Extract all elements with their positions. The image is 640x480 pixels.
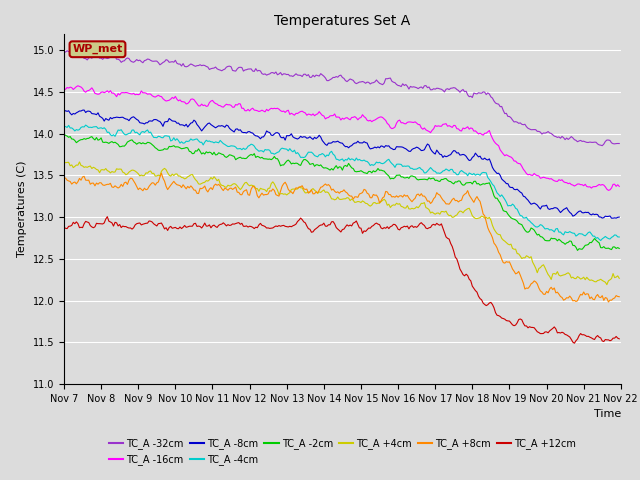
TC_A +8cm (60, 176, 68, 181)
TC_A -2cm (616, 246, 623, 252)
TC_A -16cm (74, 83, 82, 89)
TC_A -2cm (253, 154, 261, 159)
Line: TC_A +8cm: TC_A +8cm (64, 173, 620, 302)
TC_A -8cm (130, 114, 138, 120)
TC_A -4cm (255, 148, 263, 154)
TC_A +4cm (128, 167, 136, 173)
TC_A +8cm (305, 190, 312, 196)
Line: TC_A -2cm: TC_A -2cm (64, 134, 620, 251)
Legend: TC_A -32cm, TC_A -16cm, TC_A -8cm, TC_A -4cm, TC_A -2cm, TC_A +4cm, TC_A +8cm, T: TC_A -32cm, TC_A -16cm, TC_A -8cm, TC_A … (105, 434, 580, 469)
TC_A -32cm (616, 141, 623, 146)
TC_A -16cm (255, 108, 263, 114)
TC_A -8cm (616, 214, 623, 220)
TC_A -4cm (82, 122, 90, 128)
TC_A -4cm (597, 238, 605, 243)
TC_A -2cm (226, 152, 234, 157)
TC_A +8cm (255, 195, 263, 201)
TC_A +8cm (616, 294, 623, 300)
TC_A -2cm (60, 132, 68, 137)
TC_A +4cm (226, 183, 234, 189)
TC_A +4cm (60, 159, 68, 165)
TC_A -4cm (246, 143, 253, 148)
Y-axis label: Temperatures (C): Temperatures (C) (17, 160, 27, 257)
Line: TC_A +12cm: TC_A +12cm (64, 216, 620, 343)
TC_A +12cm (246, 223, 253, 229)
TC_A +4cm (603, 282, 611, 288)
TC_A +12cm (305, 226, 312, 231)
TC_A +12cm (130, 225, 138, 230)
TC_A +12cm (255, 222, 263, 228)
TC_A -4cm (305, 149, 312, 155)
TC_A +12cm (227, 222, 235, 228)
TC_A +4cm (616, 276, 623, 281)
TC_A -8cm (586, 211, 594, 217)
TC_A -2cm (303, 157, 310, 163)
TC_A -16cm (130, 90, 138, 96)
TC_A +8cm (157, 170, 165, 176)
TC_A -16cm (305, 111, 312, 117)
TC_A -2cm (586, 240, 594, 245)
Line: TC_A -4cm: TC_A -4cm (64, 125, 620, 240)
TC_A -32cm (63, 48, 71, 54)
TC_A +4cm (584, 276, 592, 282)
TC_A +12cm (571, 340, 579, 346)
TC_A -16cm (227, 102, 235, 108)
TC_A +8cm (605, 299, 612, 305)
TC_A +4cm (303, 190, 310, 195)
TC_A -4cm (60, 123, 68, 129)
TC_A -4cm (586, 229, 594, 235)
Line: TC_A -16cm: TC_A -16cm (64, 86, 620, 191)
TC_A -32cm (586, 139, 594, 145)
TC_A -32cm (130, 60, 138, 65)
TC_A -2cm (244, 154, 252, 159)
TC_A -2cm (128, 137, 136, 143)
TC_A -16cm (60, 87, 68, 93)
TC_A -4cm (227, 143, 235, 149)
TC_A +12cm (104, 214, 111, 219)
TC_A -16cm (616, 183, 623, 189)
TC_A -8cm (60, 109, 68, 115)
Text: Time: Time (593, 408, 621, 419)
TC_A +8cm (227, 185, 235, 191)
TC_A +12cm (588, 335, 595, 341)
TC_A -4cm (616, 234, 623, 240)
TC_A -8cm (608, 216, 616, 221)
TC_A -32cm (305, 72, 312, 77)
TC_A -8cm (80, 107, 88, 113)
TC_A -32cm (227, 64, 235, 70)
TC_A -16cm (586, 184, 594, 190)
TC_A -8cm (305, 135, 312, 141)
TC_A -32cm (246, 66, 253, 72)
TC_A +8cm (246, 192, 253, 198)
TC_A +4cm (244, 182, 252, 188)
Line: TC_A -8cm: TC_A -8cm (64, 110, 620, 218)
TC_A -32cm (60, 49, 68, 55)
TC_A -8cm (246, 129, 253, 134)
TC_A -16cm (605, 188, 612, 193)
TC_A +8cm (586, 296, 594, 301)
TC_A -32cm (598, 143, 606, 148)
TC_A -2cm (573, 248, 581, 253)
TC_A +4cm (253, 186, 261, 192)
Line: TC_A +4cm: TC_A +4cm (64, 162, 620, 285)
TC_A +12cm (60, 225, 68, 230)
TC_A -8cm (255, 134, 263, 140)
Title: Temperatures Set A: Temperatures Set A (275, 14, 410, 28)
TC_A -32cm (255, 68, 263, 73)
TC_A +12cm (616, 336, 623, 342)
Line: TC_A -32cm: TC_A -32cm (64, 51, 620, 145)
TC_A +8cm (128, 176, 136, 181)
TC_A -4cm (130, 127, 138, 133)
TC_A -8cm (227, 127, 235, 132)
TC_A -16cm (246, 108, 253, 114)
Text: WP_met: WP_met (72, 44, 123, 54)
